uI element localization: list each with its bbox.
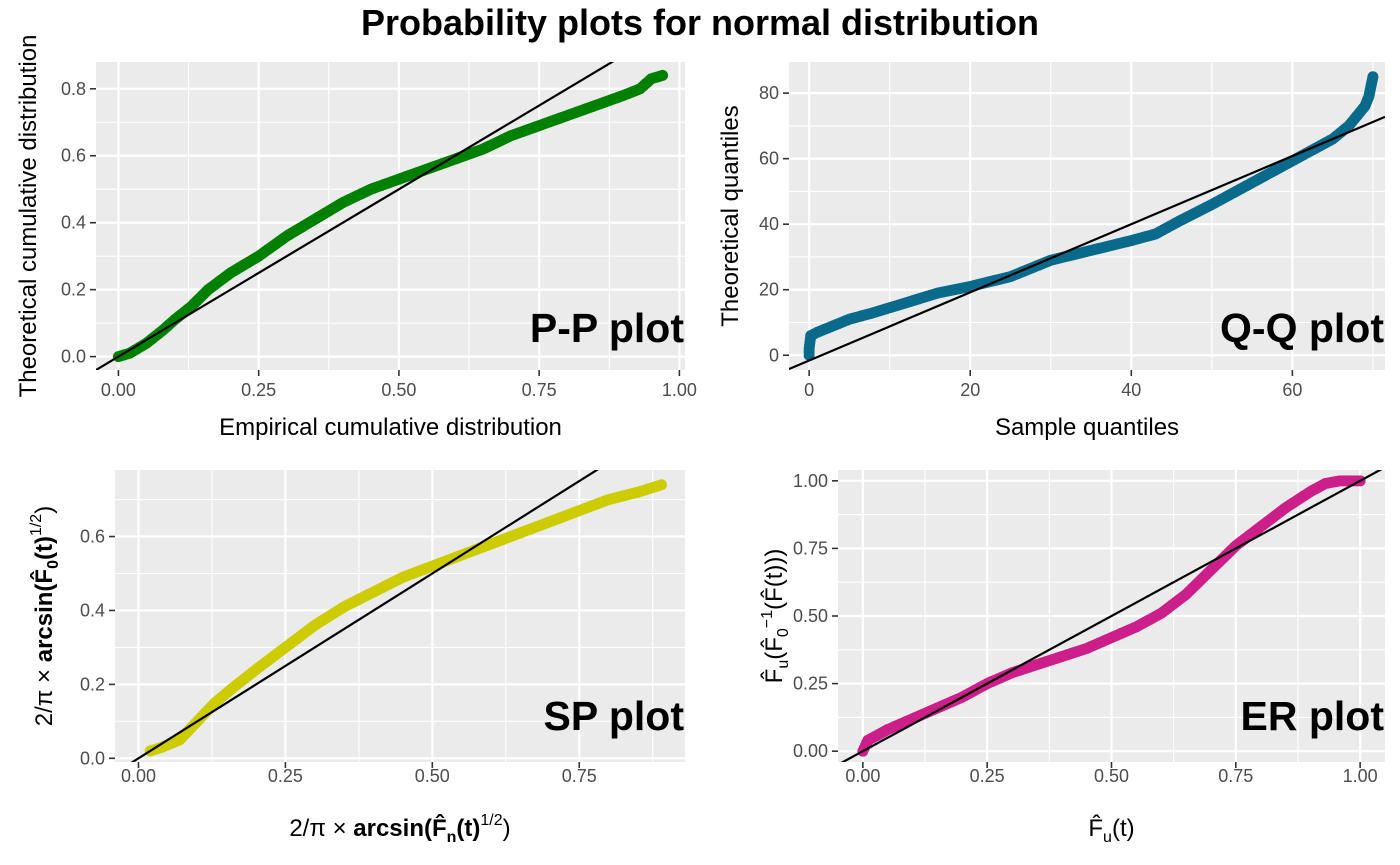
- x-tick-label: 0.50: [1094, 766, 1129, 786]
- x-tick-label: 1.00: [1343, 766, 1378, 786]
- x-tick-label: 0.00: [121, 766, 156, 786]
- y-tick-label: 1.00: [793, 471, 828, 491]
- y-tick-label: 0.6: [80, 527, 105, 547]
- y-tick-label: 0.2: [80, 674, 105, 694]
- data-point: [655, 479, 667, 491]
- y-axis-title: 2/π × arcsin(F̂0(t)1/2): [28, 506, 62, 726]
- x-tick-label: 0.00: [845, 766, 880, 786]
- x-tick-label: 0: [804, 380, 814, 400]
- data-points: [144, 479, 667, 757]
- reference-line: [130, 470, 599, 762]
- y-tick-label: 0.4: [80, 600, 105, 620]
- x-tick-label: 0.50: [415, 766, 450, 786]
- x-tick-label: 0.75: [1218, 766, 1253, 786]
- reference-line: [789, 115, 1385, 370]
- panel-background: [789, 62, 1385, 370]
- y-tick-label: 0.8: [61, 79, 86, 99]
- y-tick-label: 0.4: [61, 213, 86, 233]
- x-axis-title: Sample quantiles: [995, 414, 1179, 441]
- x-tick-label: 0.00: [101, 380, 136, 400]
- x-tick-label: 60: [1282, 380, 1302, 400]
- y-tick-label: 0: [769, 345, 779, 365]
- data-points: [857, 475, 1366, 757]
- panel-pp: 0.00 0.25 0.50 0.75 1.00 0.0 0.2 0.4 0.6 0.8 P-P p…: [15, 35, 697, 441]
- y-tick-label: 0.0: [61, 347, 86, 367]
- x-axis-title: F̂u(t): [1088, 814, 1134, 846]
- y-axis-title: Theoretical cumulative distribution: [15, 35, 42, 398]
- x-axis-title: 2/π × arcsin(F̂n(t)1/2): [289, 812, 510, 846]
- x-axis-title: Empirical cumulative distribution: [219, 414, 562, 441]
- panel-er: 0.00 0.25 0.50 0.75 1.00 0.00 0.25 0.50 0.75 1.00…: [759, 470, 1385, 846]
- x-tick-label: 0.25: [970, 766, 1005, 786]
- x-tick-label: 0.75: [522, 380, 557, 400]
- data-points: [803, 71, 1379, 361]
- x-tick-label: 0.25: [268, 766, 303, 786]
- y-tick-label: 0.2: [61, 280, 86, 300]
- x-tick-label: 40: [1121, 380, 1141, 400]
- y-tick-label: 40: [759, 214, 779, 234]
- panel-label: Q-Q plot: [1220, 305, 1384, 351]
- y-axis-title: Theoretical quantiles: [717, 105, 744, 326]
- data-point: [657, 69, 669, 81]
- panel-qq: 0 20 40 60 0 20 40 60 80 Q-Q plot Sample quantiles…: [717, 62, 1385, 441]
- y-tick-label: 20: [759, 280, 779, 300]
- y-tick-label: 0.75: [793, 538, 828, 558]
- x-tick-label: 0.25: [241, 380, 276, 400]
- y-tick-label: 0.50: [793, 606, 828, 626]
- data-point: [1367, 71, 1379, 83]
- y-tick-label: 60: [759, 149, 779, 169]
- y-tick-label: 0.25: [793, 674, 828, 694]
- y-tick-label: 0.0: [80, 748, 105, 768]
- reference-line: [96, 62, 615, 370]
- y-tick-label: 0.00: [793, 741, 828, 761]
- panel-label: ER plot: [1241, 693, 1385, 739]
- figure-title: Probability plots for normal distributio…: [360, 2, 1039, 43]
- y-tick-label: 80: [759, 83, 779, 103]
- x-tick-label: 20: [960, 380, 980, 400]
- y-tick-label: 0.6: [61, 146, 86, 166]
- x-tick-label: 0.50: [381, 380, 416, 400]
- x-tick-label: 0.75: [562, 766, 597, 786]
- panel-label: SP plot: [544, 693, 685, 739]
- y-axis-title: F̂u(F̂0−1(F̂(t))): [759, 549, 792, 684]
- panel-sp: 0.00 0.25 0.50 0.75 0.0 0.2 0.4 0.6 SP plot 2/π ×…: [28, 470, 685, 846]
- panel-label: P-P plot: [530, 305, 684, 351]
- reference-line: [840, 470, 1383, 762]
- x-tick-label: 1.00: [662, 380, 697, 400]
